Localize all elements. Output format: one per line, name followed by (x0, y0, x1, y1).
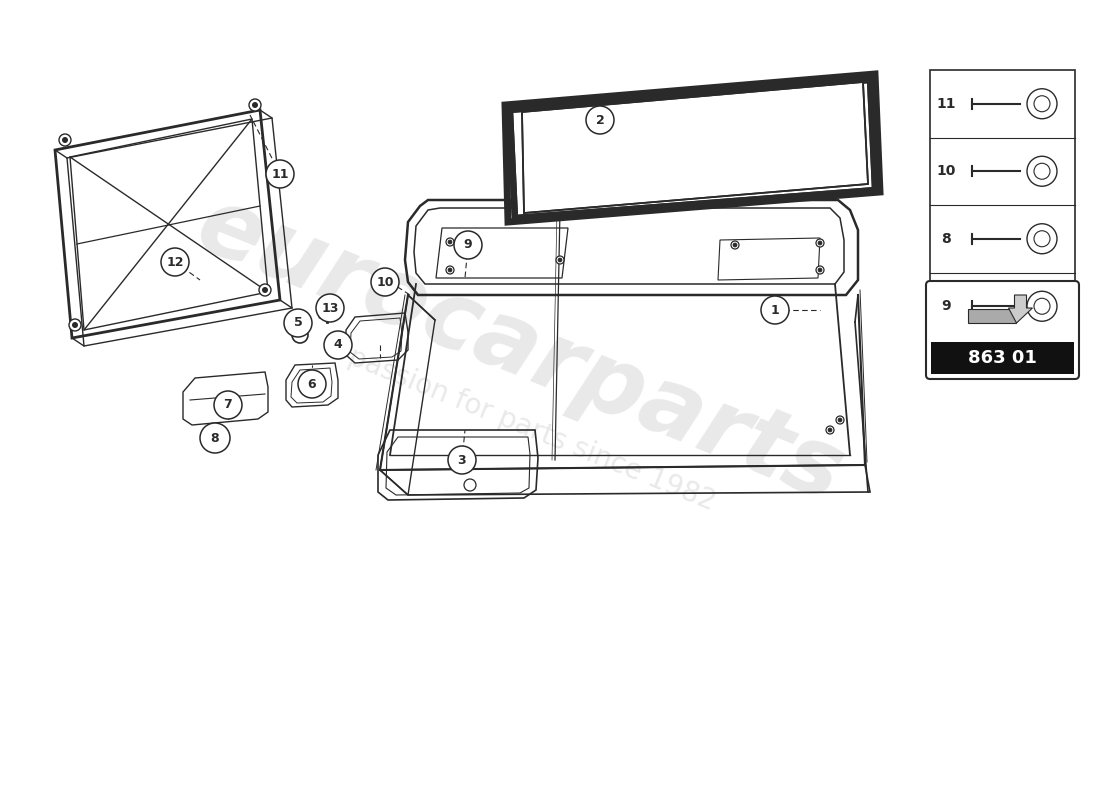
Bar (968, 309, 1015, 323)
Circle shape (836, 416, 844, 424)
Circle shape (316, 294, 344, 322)
Text: 9: 9 (942, 299, 950, 314)
Text: 5: 5 (294, 317, 302, 330)
Circle shape (818, 241, 822, 245)
Text: 4: 4 (333, 338, 342, 351)
Circle shape (818, 268, 822, 272)
Polygon shape (510, 80, 874, 218)
Circle shape (838, 418, 842, 422)
Circle shape (262, 287, 268, 293)
Text: 2: 2 (595, 114, 604, 126)
Circle shape (826, 426, 834, 434)
Text: a passion for parts since 1982: a passion for parts since 1982 (320, 334, 719, 517)
Circle shape (733, 243, 737, 247)
Circle shape (448, 240, 452, 244)
Text: eurocarparts: eurocarparts (184, 178, 857, 522)
Text: 10: 10 (376, 275, 394, 289)
Text: 8: 8 (942, 232, 950, 246)
Circle shape (252, 102, 258, 108)
Text: 12: 12 (166, 255, 184, 269)
Text: 3: 3 (458, 454, 466, 466)
Circle shape (72, 322, 78, 328)
Bar (931, 342, 1074, 374)
Circle shape (816, 239, 824, 247)
Text: 9: 9 (464, 238, 472, 251)
Circle shape (69, 319, 81, 331)
Circle shape (828, 428, 832, 432)
Text: 7: 7 (223, 398, 232, 411)
Circle shape (62, 137, 68, 143)
Circle shape (249, 99, 261, 111)
Circle shape (586, 106, 614, 134)
Circle shape (816, 266, 824, 274)
Text: 11: 11 (272, 167, 288, 181)
Circle shape (258, 284, 271, 296)
Text: 8: 8 (211, 431, 219, 445)
Text: 11: 11 (936, 97, 956, 110)
Text: 13: 13 (321, 302, 339, 314)
Circle shape (556, 256, 564, 264)
Circle shape (200, 423, 230, 453)
Text: 10: 10 (936, 164, 956, 178)
Polygon shape (1009, 295, 1033, 323)
Polygon shape (522, 82, 868, 213)
Circle shape (448, 268, 452, 272)
Circle shape (732, 241, 739, 249)
Text: 6: 6 (308, 378, 317, 390)
Circle shape (1027, 89, 1057, 118)
Polygon shape (505, 74, 880, 222)
Circle shape (1027, 291, 1057, 322)
Circle shape (448, 446, 476, 474)
Circle shape (446, 266, 454, 274)
Circle shape (1027, 156, 1057, 186)
Circle shape (266, 160, 294, 188)
Circle shape (324, 331, 352, 359)
Circle shape (761, 296, 789, 324)
Bar (930, 70, 1075, 340)
Circle shape (298, 370, 326, 398)
Circle shape (214, 391, 242, 419)
FancyBboxPatch shape (926, 281, 1079, 379)
Circle shape (371, 268, 399, 296)
Text: 1: 1 (771, 303, 780, 317)
Circle shape (446, 238, 454, 246)
Text: 863 01: 863 01 (968, 349, 1037, 367)
Circle shape (558, 258, 562, 262)
Circle shape (284, 309, 312, 337)
Circle shape (59, 134, 72, 146)
Circle shape (1027, 224, 1057, 254)
Circle shape (454, 231, 482, 259)
Circle shape (161, 248, 189, 276)
